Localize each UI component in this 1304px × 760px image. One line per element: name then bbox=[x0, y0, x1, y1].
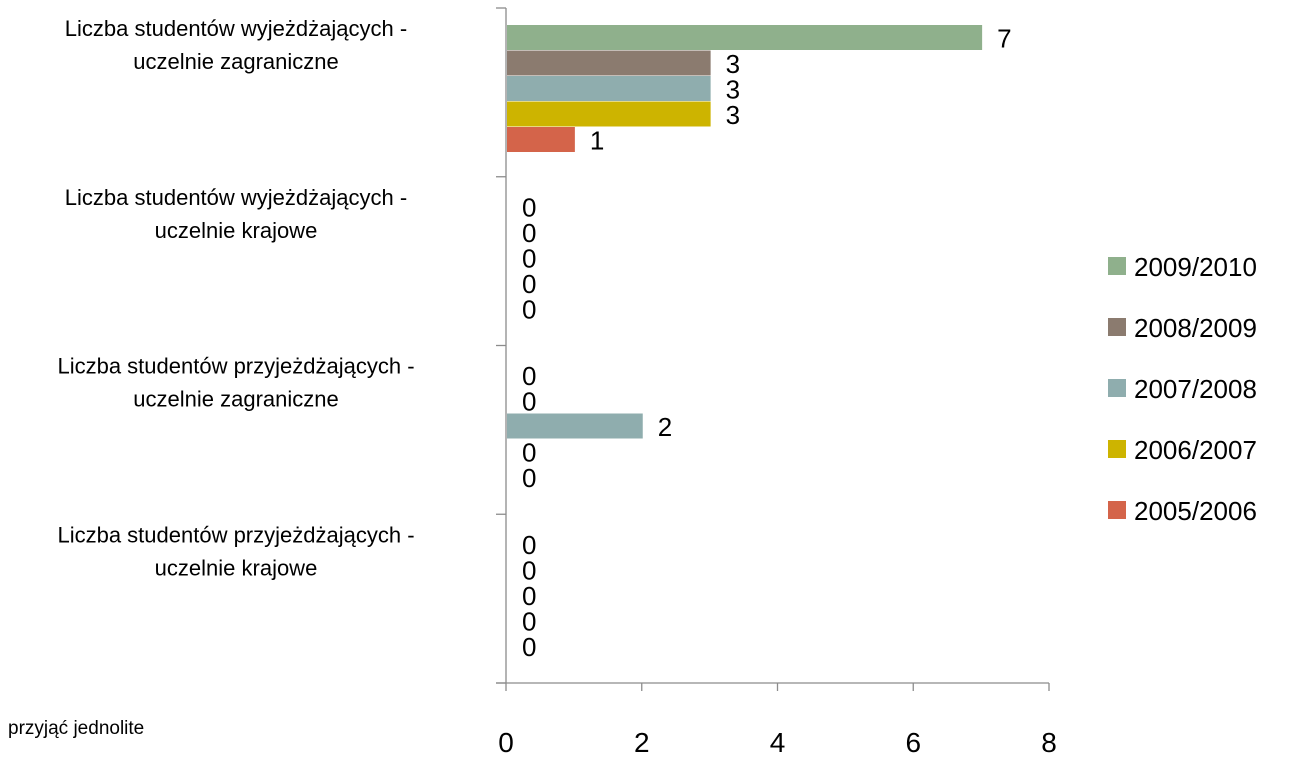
legend-label: 2008/2009 bbox=[1134, 313, 1257, 343]
category-label-line: uczelnie zagraniczne bbox=[133, 49, 338, 74]
data-label: 2 bbox=[658, 412, 672, 442]
category-label: Liczba studentów wyjeżdżających - uczelni… bbox=[65, 185, 407, 243]
data-label: 0 bbox=[522, 294, 536, 324]
data-label: 0 bbox=[522, 438, 536, 468]
bar bbox=[507, 413, 643, 439]
category-label-line: uczelnie krajowe bbox=[155, 218, 318, 243]
data-label: 1 bbox=[590, 126, 604, 156]
legend-label: 2005/2006 bbox=[1134, 496, 1257, 526]
data-label: 0 bbox=[522, 632, 536, 662]
bar bbox=[507, 25, 983, 50]
category-label-line: Liczba studentów przyjeżdżających - bbox=[57, 354, 414, 379]
legend-label: 2006/2007 bbox=[1134, 435, 1257, 465]
data-label: 0 bbox=[522, 555, 536, 585]
category-label: Liczba studentów przyjeżdżających - uczel… bbox=[57, 522, 414, 580]
data-label: 0 bbox=[522, 218, 536, 248]
legend-swatch bbox=[1108, 318, 1126, 336]
category-label-line: Liczba studentów wyjeżdżających - bbox=[65, 185, 407, 210]
legend-swatch bbox=[1108, 257, 1126, 275]
data-label: 0 bbox=[522, 581, 536, 611]
data-label: 0 bbox=[522, 192, 536, 222]
bars-layer bbox=[507, 25, 983, 439]
x-tick-label: 8 bbox=[1041, 727, 1057, 755]
category-label-line: Liczba studentów przyjeżdżających - bbox=[57, 522, 414, 547]
legend: 2009/2010 2008/2009 2007/2008 2006/2007 2005… bbox=[1108, 252, 1257, 526]
bar bbox=[507, 50, 711, 76]
data-label: 3 bbox=[726, 100, 740, 130]
data-label: 0 bbox=[522, 463, 536, 493]
data-label: 0 bbox=[522, 387, 536, 417]
data-label: 0 bbox=[522, 361, 536, 391]
axis-layer: 0 2 4 6 8 bbox=[496, 7, 1057, 758]
category-label-line: uczelnie zagraniczne bbox=[133, 387, 338, 412]
data-label: 0 bbox=[522, 530, 536, 560]
bar bbox=[507, 101, 711, 127]
legend-swatch bbox=[1108, 501, 1126, 519]
category-label: Liczba studentów wyjeżdżających - uczelni… bbox=[65, 16, 407, 74]
data-label: 0 bbox=[522, 269, 536, 299]
category-label-line: Liczba studentów wyjeżdżających - bbox=[65, 16, 407, 41]
x-tick-label: 6 bbox=[905, 727, 921, 755]
legend-label: 2009/2010 bbox=[1134, 252, 1257, 282]
x-tick-label: 4 bbox=[770, 727, 786, 755]
data-label: 3 bbox=[726, 75, 740, 105]
data-label: 3 bbox=[726, 49, 740, 79]
bar bbox=[507, 76, 711, 101]
category-label-line: uczelnie krajowe bbox=[155, 555, 318, 580]
data-label: 0 bbox=[522, 606, 536, 636]
legend-label: 2007/2008 bbox=[1134, 374, 1257, 404]
x-tick-label: 0 bbox=[498, 727, 514, 755]
category-label: Liczba studentów przyjeżdżających - uczel… bbox=[57, 354, 414, 412]
legend-swatch bbox=[1108, 440, 1126, 458]
labels-layer: Liczba studentów wyjeżdżających - uczelni… bbox=[57, 16, 1011, 662]
legend-swatch bbox=[1108, 379, 1126, 397]
x-tick-label: 2 bbox=[634, 727, 650, 755]
data-label: 0 bbox=[522, 243, 536, 273]
data-label: 7 bbox=[997, 24, 1011, 54]
bar bbox=[507, 127, 575, 152]
footnote-text: przyjąć jednolite bbox=[8, 718, 145, 739]
